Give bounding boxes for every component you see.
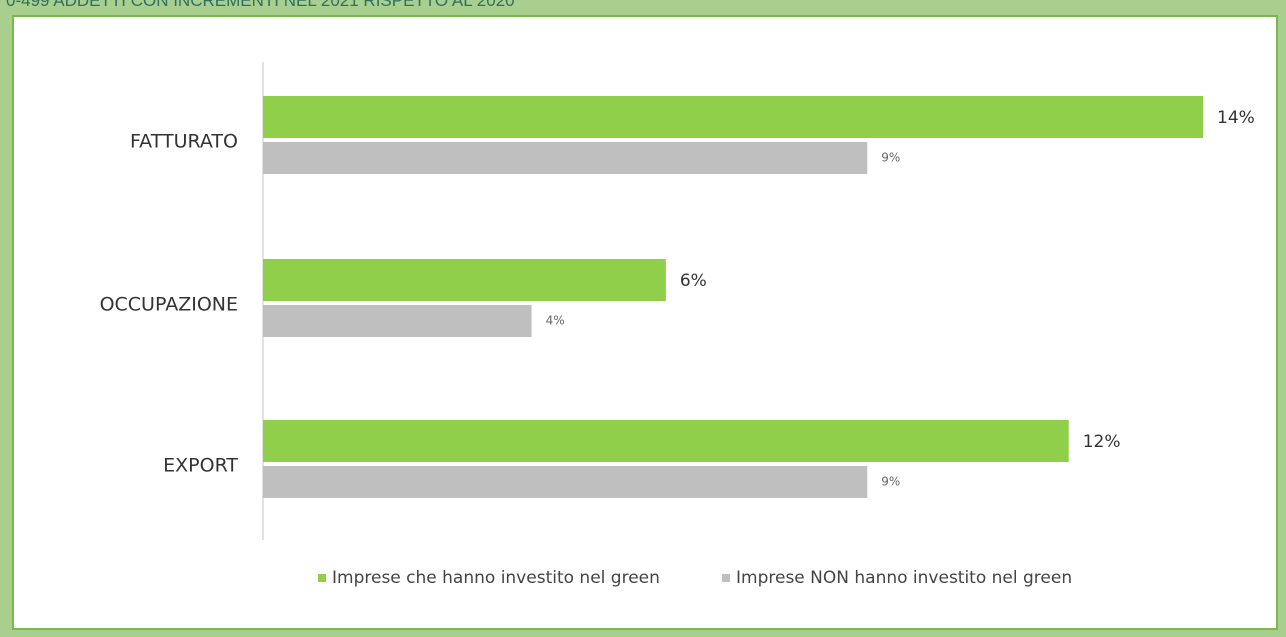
data-label-gray: 4%	[546, 314, 565, 328]
data-label-green: 14%	[1217, 108, 1255, 128]
data-label-green: 6%	[680, 271, 707, 291]
category-label: FATTURATO	[130, 131, 238, 153]
bar-gray	[263, 305, 532, 337]
bar-green	[263, 259, 666, 301]
data-label-gray: 9%	[881, 151, 900, 165]
bar-gray	[263, 466, 868, 498]
bar-green	[263, 420, 1069, 462]
legend-label-green: Imprese che hanno investito nel green	[332, 568, 660, 588]
legend-swatch-green	[318, 574, 326, 582]
bar-gray	[263, 142, 868, 174]
data-label-gray: 9%	[881, 475, 900, 489]
legend-swatch-gray	[722, 574, 730, 582]
data-label-green: 12%	[1083, 432, 1121, 452]
category-label: OCCUPAZIONE	[100, 294, 238, 316]
header-strip: 0-499 ADDETTI CON INCREMENTI NEL 2021 RI…	[0, 0, 1286, 14]
header-title: 0-499 ADDETTI CON INCREMENTI NEL 2021 RI…	[6, 0, 515, 10]
legend-item-gray: Imprese NON hanno investito nel green	[722, 568, 1072, 588]
bar-green	[263, 96, 1203, 138]
legend-item-green: Imprese che hanno investito nel green	[318, 568, 660, 588]
legend: Imprese che hanno investito nel green Im…	[0, 568, 1286, 598]
legend-label-gray: Imprese NON hanno investito nel green	[736, 568, 1073, 588]
category-label: EXPORT	[163, 455, 238, 477]
